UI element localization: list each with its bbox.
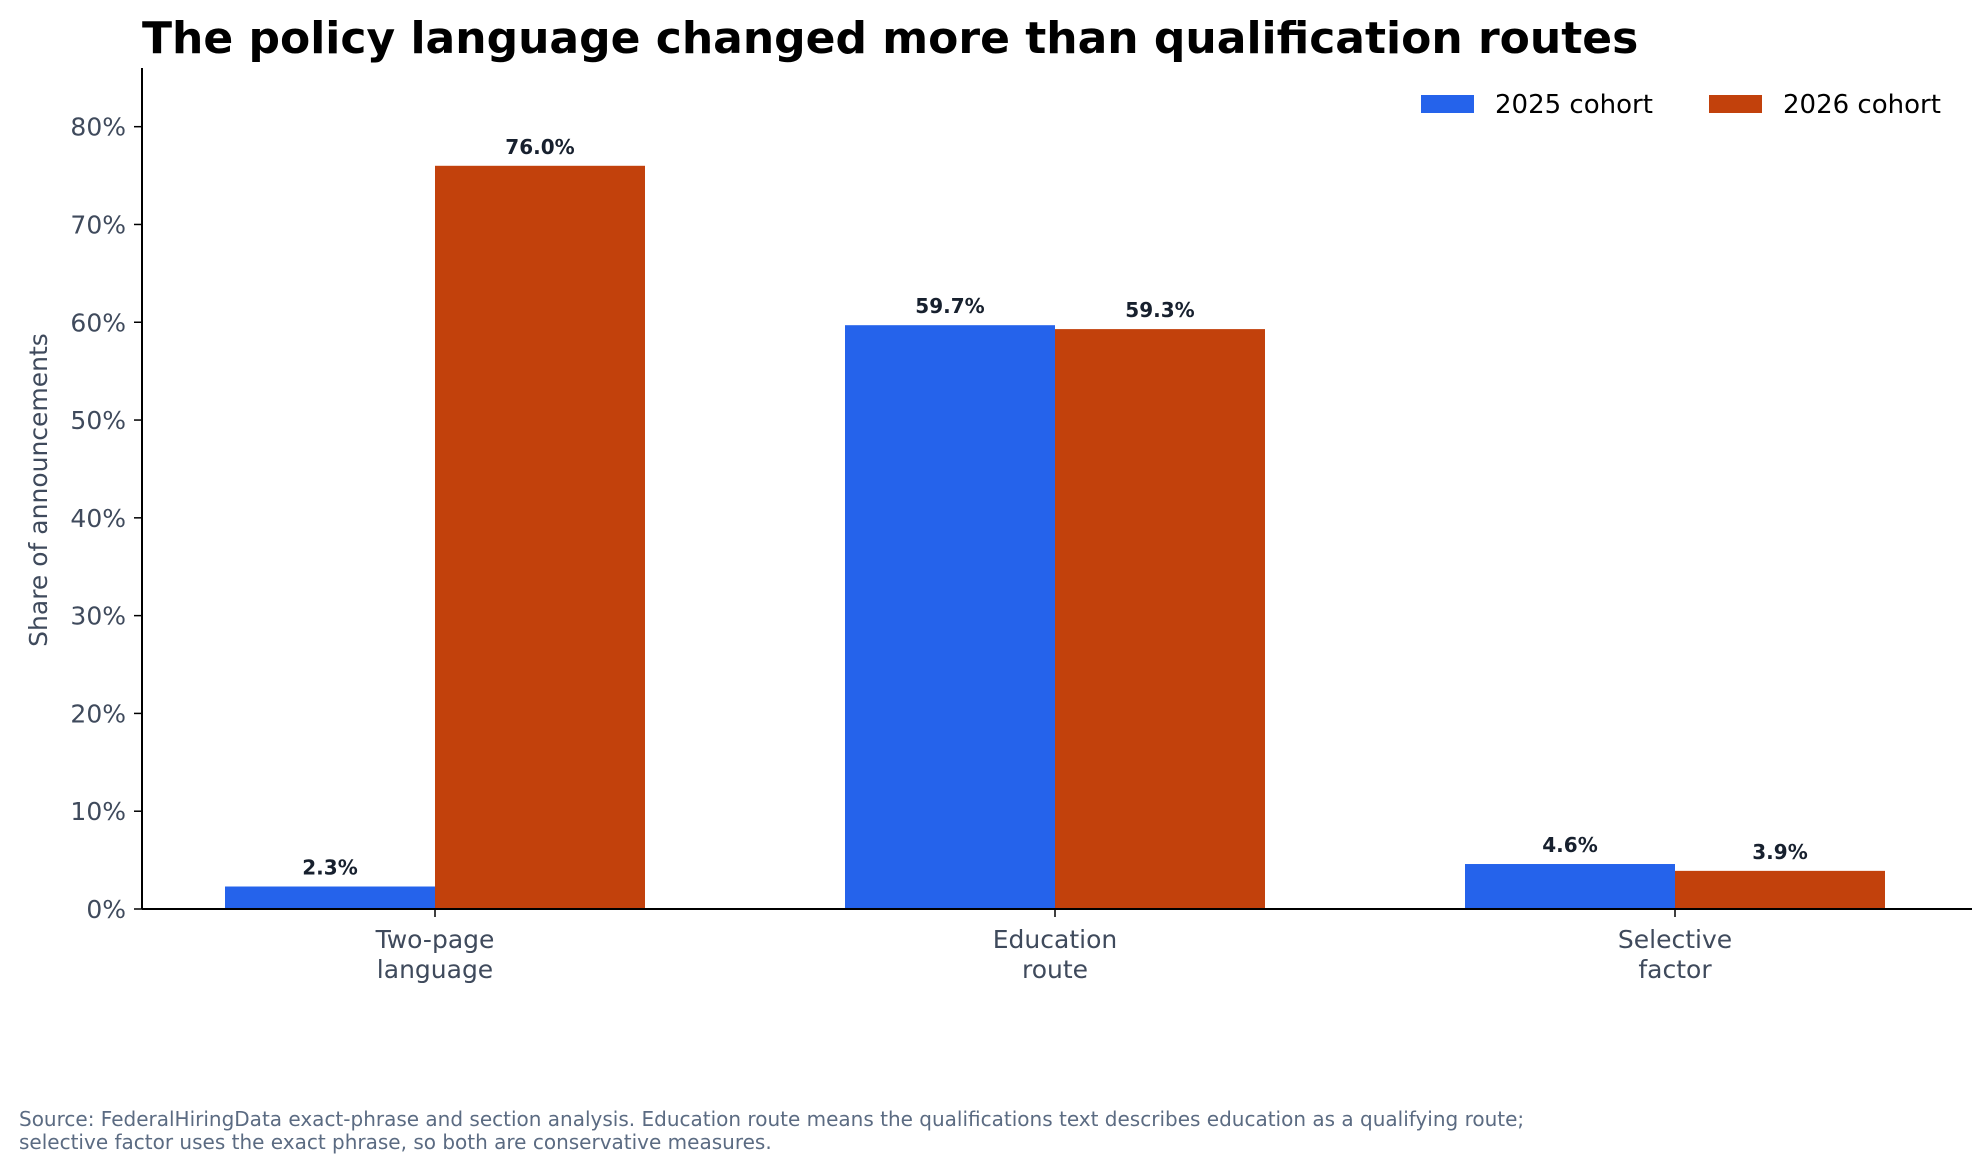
y-tick-label-3: 30% (70, 602, 126, 631)
legend-label-2: 2026 cohort (1783, 90, 1941, 120)
y-tick-label-8: 80% (70, 113, 126, 142)
y-tick-label-1: 10% (70, 797, 126, 826)
legend: 2025 cohort 2026 cohort (1421, 90, 1941, 120)
x-axis: Two-page language Education route Selective f… (375, 909, 1732, 984)
bar-1-1 (225, 886, 435, 909)
legend-swatch-1 (1421, 95, 1474, 113)
data-label-2-2: 59.3% (1125, 298, 1194, 322)
data-label-2-3: 3.9% (1752, 840, 1807, 864)
data-label-1-1: 2.3% (302, 856, 357, 880)
bar-2-3 (1675, 870, 1885, 909)
y-tick-label-5: 50% (70, 406, 126, 435)
bar-2-2 (1055, 329, 1265, 909)
legend-label-1: 2025 cohort (1495, 90, 1653, 120)
y-tick-label-4: 40% (70, 504, 126, 533)
x-tick-label-0: Two-page language (375, 925, 495, 984)
y-tick-label-7: 70% (70, 210, 126, 239)
chart-title: The policy language changed more than qu… (142, 13, 1638, 64)
data-labels-layer: 2.3% 59.7% 4.6% 76.0% 59.3% 3.9% (302, 135, 1807, 880)
data-label-1-3: 4.6% (1542, 833, 1597, 857)
bar-1-3 (1465, 864, 1675, 909)
y-axis-label: Share of announcements (24, 333, 53, 647)
x-tick-label-2: Selective factor (1618, 925, 1732, 984)
legend-swatch-2 (1709, 95, 1762, 113)
footnote-line-1: Source: FederalHiringData exact-phrase a… (19, 1107, 1525, 1131)
source-footnote: Source: FederalHiringData exact-phrase a… (19, 1108, 1919, 1154)
y-tick-label-0: 0% (86, 895, 126, 924)
bars-layer (225, 165, 1885, 909)
bar-1-2 (845, 325, 1055, 909)
x-tick-label-1: Education route (993, 925, 1117, 984)
y-tick-label-6: 60% (70, 308, 126, 337)
bar-2-1 (435, 165, 645, 909)
y-tick-label-2: 20% (70, 699, 126, 728)
data-label-2-1: 76.0% (505, 135, 574, 159)
data-label-1-2: 59.7% (915, 294, 984, 318)
footnote-line-2: selective factor uses the exact phrase, … (19, 1130, 772, 1154)
y-axis: 0% 10% 20% 30% 40% 50% 60% 70% 80% (70, 113, 142, 924)
